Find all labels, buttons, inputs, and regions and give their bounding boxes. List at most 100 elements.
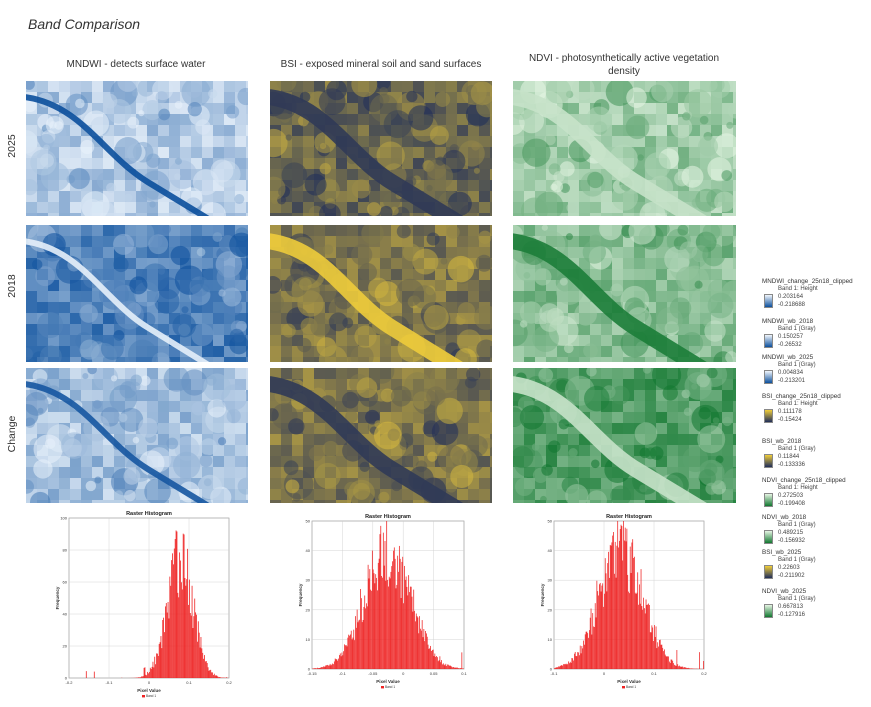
legend-min-value: -0.26532 <box>778 342 802 348</box>
histogram-bar <box>555 667 557 669</box>
histogram-bar <box>395 588 397 669</box>
x-axis-label: Pixel Value <box>617 679 641 684</box>
legend-band-label: Band 1: Height <box>778 286 818 292</box>
histogram-bar <box>433 656 435 669</box>
histogram-bar <box>596 580 598 669</box>
histogram-bar <box>637 572 639 669</box>
y-tick-label: 80 <box>63 548 68 553</box>
histogram-bar <box>366 606 368 669</box>
histogram-bar <box>571 658 573 669</box>
histogram-bar <box>662 647 664 669</box>
histogram-bar <box>204 655 205 678</box>
histogram-bar <box>197 641 198 678</box>
histogram-bar <box>156 653 157 678</box>
histogram-bar <box>619 529 621 669</box>
legend-entry: BSI_wb_2018 Band 1 (Gray) 0.11844 -0.133336 <box>762 438 867 474</box>
histogram-bar <box>192 628 194 678</box>
histogram-bar <box>630 572 632 669</box>
histogram-bar <box>359 619 361 669</box>
histogram-bar <box>627 574 629 669</box>
histogram-bar <box>565 664 567 669</box>
histogram-bar <box>640 569 642 669</box>
histogram-bar <box>404 565 405 669</box>
histogram-bar <box>557 667 559 669</box>
legend-min-value: -0.199408 <box>778 501 806 507</box>
histogram-bar <box>585 631 587 669</box>
histogram-bar <box>218 677 220 678</box>
legend-min-value: -0.211902 <box>778 573 805 579</box>
histogram-bar <box>334 658 336 669</box>
histogram-bar <box>659 639 661 669</box>
legend-max-value: 0.667813 <box>778 604 804 610</box>
histogram-chart-1: Raster Histogram 0 20 40 60 80 100 -0.2 -0.1 0 0.1… <box>55 511 233 698</box>
histogram-bar <box>578 652 579 669</box>
legend-max-value: 0.272503 <box>778 493 804 499</box>
histogram-bar <box>606 591 608 669</box>
histogram-bar <box>323 666 325 669</box>
histogram-bar <box>345 645 347 669</box>
histogram-bar <box>327 664 328 669</box>
histogram-bar <box>594 603 596 669</box>
legend-entry: NDVI_wb_2018 Band 1 (Gray) 0.489215 -0.1569… <box>762 514 867 550</box>
histogram-bar <box>412 611 414 669</box>
histogram-bar <box>410 586 412 669</box>
histogram-bar <box>180 560 181 678</box>
histogram-bar <box>407 595 409 669</box>
histogram-bar <box>336 659 338 669</box>
histogram-bar <box>331 664 333 669</box>
histogram-bar <box>692 668 694 669</box>
histogram-bar <box>165 603 167 678</box>
histogram-bar <box>454 667 456 669</box>
legend-swatch <box>381 686 384 689</box>
histogram-bar <box>447 664 449 669</box>
histogram-bar <box>462 668 464 669</box>
histogram-bar <box>400 597 402 669</box>
histogram-bar <box>355 616 356 669</box>
legend-color-ramp <box>764 409 773 423</box>
histogram-bar <box>457 667 459 669</box>
histogram-bar <box>176 531 178 678</box>
histogram-bar <box>603 606 604 669</box>
histogram-bar <box>674 665 676 669</box>
histogram-bar <box>590 608 592 669</box>
histogram-bar <box>203 658 205 678</box>
histogram-bar <box>317 667 318 669</box>
y-tick-label: 0 <box>308 667 311 672</box>
histogram-bar <box>384 540 386 669</box>
legend-entry: MNDWI_change_25n18_clipped Band 1: Height… <box>762 278 867 314</box>
y-axis-label: Frequency <box>540 583 545 606</box>
histogram-bar <box>198 632 200 678</box>
histogram-bar <box>570 662 572 669</box>
y-tick-label: 30 <box>548 578 553 583</box>
histogram-bar <box>664 649 665 669</box>
histogram-bar <box>216 675 218 678</box>
histogram-bar <box>588 637 589 669</box>
histogram-bar <box>554 668 556 669</box>
histogram-bar <box>141 676 142 678</box>
histogram-bar <box>621 526 623 669</box>
histogram-bar <box>598 595 599 669</box>
histogram-bar <box>609 577 610 669</box>
histogram-bar <box>458 668 460 669</box>
histogram-bar <box>446 665 448 669</box>
histogram-bar <box>559 665 561 669</box>
histogram-bar <box>634 556 635 669</box>
histogram-bar <box>645 599 647 669</box>
legend-swatch <box>622 686 625 689</box>
histogram-bar <box>576 656 578 669</box>
histogram-bar <box>372 569 374 669</box>
legend-label: Band 1 <box>626 685 636 689</box>
raster-tile-mndwi-change <box>26 368 248 503</box>
histogram-bar <box>567 664 569 669</box>
x-tick-label: 0.1 <box>461 671 467 676</box>
histogram-bar <box>581 646 583 669</box>
legend-color-ramp <box>764 530 773 544</box>
histogram-bar <box>200 636 202 678</box>
histogram-bar <box>577 652 579 669</box>
histogram-bar <box>313 668 315 669</box>
histogram-bar <box>409 592 410 669</box>
histogram-bar <box>217 676 219 678</box>
histogram-bar <box>614 541 616 669</box>
y-tick-label: 40 <box>306 548 311 553</box>
histogram-bar <box>460 668 462 669</box>
